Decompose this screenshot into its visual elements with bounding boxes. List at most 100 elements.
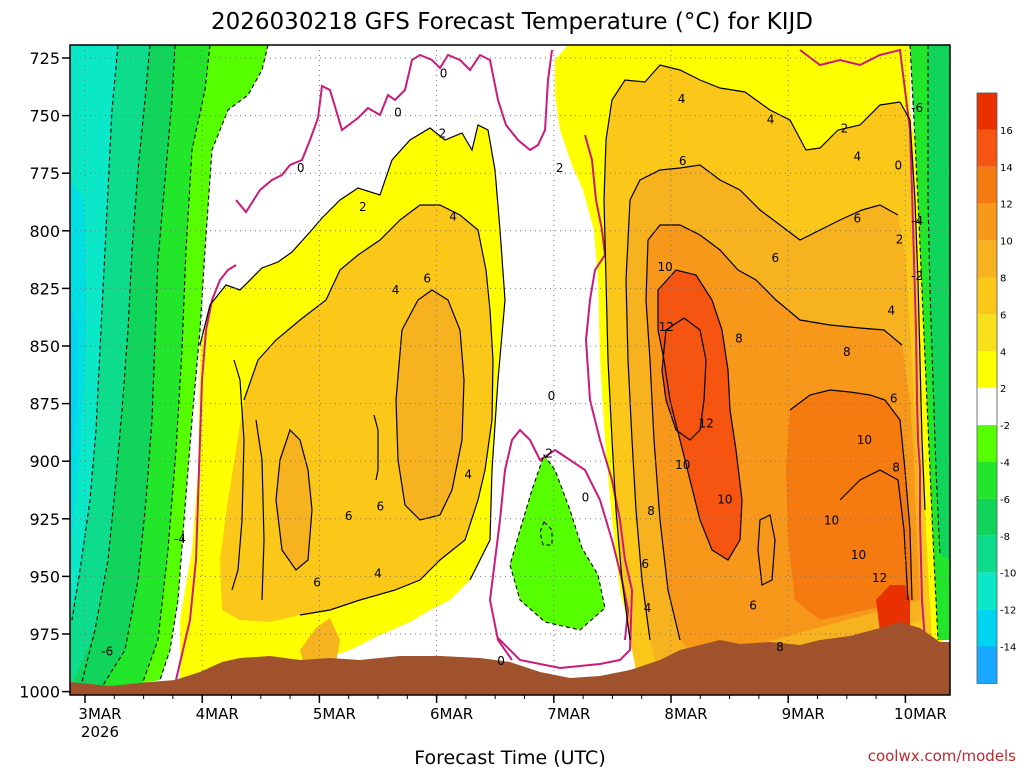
legend-label: -4 [1000,458,1010,469]
contour-label: 2 [439,126,447,140]
contour-label: 2 [545,447,553,461]
contour-label: 6 [641,557,649,571]
contour-label: 4 [449,209,457,223]
band-warm1-6 [276,430,312,570]
legend-swatch [977,240,997,278]
contour-label: 12 [699,417,714,431]
x-tick-label: 9MAR [782,705,825,723]
contour-label: 4 [644,601,652,615]
contour-label: 0 [394,106,402,120]
contour-label: 4 [374,566,382,580]
band-pocket-minus2 [510,455,605,630]
y-axis: 725 750 775 800 825 850 875 900 925 950 975 1000 [19,49,70,702]
contour-label: 4 [392,283,400,297]
band-warm2-12 [662,318,706,440]
contour-label: 6 [313,576,321,590]
legend-swatch [977,166,997,204]
chart-title: 2026030218 GFS Forecast Temperature (°C)… [211,9,813,35]
contour-label: 0 [297,161,305,175]
y-tick-label: 975 [29,625,60,644]
contour-label: 4 [464,467,472,481]
contour-label: 4 [767,113,775,127]
contour-label: 0 [582,490,590,504]
legend-label: 16 [1000,126,1013,137]
legend-swatch [977,351,997,389]
contour-label: 8 [892,460,900,474]
legend-label: 8 [1000,274,1006,285]
contour-label: 6 [377,500,385,514]
contour-label: 4 [854,149,862,163]
y-tick-label: 725 [29,49,60,68]
band-warm2-coldstrip2 [928,45,950,560]
contour-label: 0 [895,159,903,173]
contour-label: 10 [657,260,672,274]
band-warm2-12b [835,470,908,612]
y-tick-label: 750 [29,107,60,126]
contour-label: 12 [659,320,674,334]
legend-swatch [977,609,997,647]
x-tick-sublabel: 2026 [81,723,119,741]
contour-label: 10 [717,493,732,507]
legend-label: 2 [1000,384,1006,395]
y-tick-label: 950 [29,567,60,586]
y-tick-label: 925 [29,510,60,529]
y-tick-label: 800 [29,222,60,241]
x-tick-label: 8MAR [664,705,707,723]
legend-label: -14 [1000,643,1016,654]
contour-label: 6 [423,271,431,285]
legend-label: -12 [1000,606,1016,617]
zero-degree-contours [175,48,926,681]
plot-frame [69,44,951,696]
x-tick-label: 4MAR [196,705,239,723]
contour-label: 10 [824,513,839,527]
gridlines [70,45,950,695]
legend-swatch [977,646,997,684]
legend-swatch [977,314,997,352]
legend-label: -8 [1000,532,1010,543]
y-tick-label: 875 [29,395,60,414]
contour-label: 8 [776,640,784,654]
contour-label: 2 [556,161,564,175]
contour-label: 0 [440,66,448,80]
x-tick-label: 3MAR [78,705,121,723]
credit-text: coolwx.com/models [868,747,1016,765]
legend-frame [976,92,998,684]
contour-label: 6 [679,154,687,168]
band-warm1-6b [396,290,464,520]
y-tick-label: 1000 [19,683,60,702]
contour-label: -6 [101,645,113,659]
legend-swatch [977,388,997,426]
x-axis-title: Forecast Time (UTC) [414,747,605,768]
contour-labels: 00022446666440-6-42020044246661012881210… [101,66,923,668]
band-warm2-14 [876,585,910,632]
contour-label: 6 [749,599,757,613]
legend-swatch [977,535,997,573]
contour-label: 2 [896,232,904,246]
legend-swatch [977,425,997,462]
y-tick-label: 825 [29,279,60,298]
contour-label: -2 [911,269,923,283]
terrain-surface [70,622,950,695]
contour-label: 10 [851,548,866,562]
contour-label: -6 [911,101,923,115]
contour-label: 4 [678,92,686,106]
legend-label: -10 [1000,569,1016,580]
contour-label: 6 [771,251,779,265]
contour-label: 10 [675,458,690,472]
legend-swatch [977,462,997,499]
contour-label: 6 [854,212,862,226]
y-tick-label: 900 [29,452,60,471]
legend-label: -2 [1000,421,1010,432]
legend-label: 10 [1000,237,1013,248]
color-legend: 16 14 12 10 8 6 4 2 -2 -4 -6 -8 -10 -12 -14 [976,92,1016,684]
x-tick-label: 10MAR [894,705,947,723]
legend-swatch [977,93,997,130]
contour-label: 8 [647,504,655,518]
legend-label: 12 [1000,200,1013,211]
contour-label: 0 [497,654,505,668]
contour-label: 6 [345,509,353,523]
negative-isotherms [71,45,941,691]
x-tick-label: 5MAR [313,705,356,723]
contour-label: 12 [872,571,887,585]
